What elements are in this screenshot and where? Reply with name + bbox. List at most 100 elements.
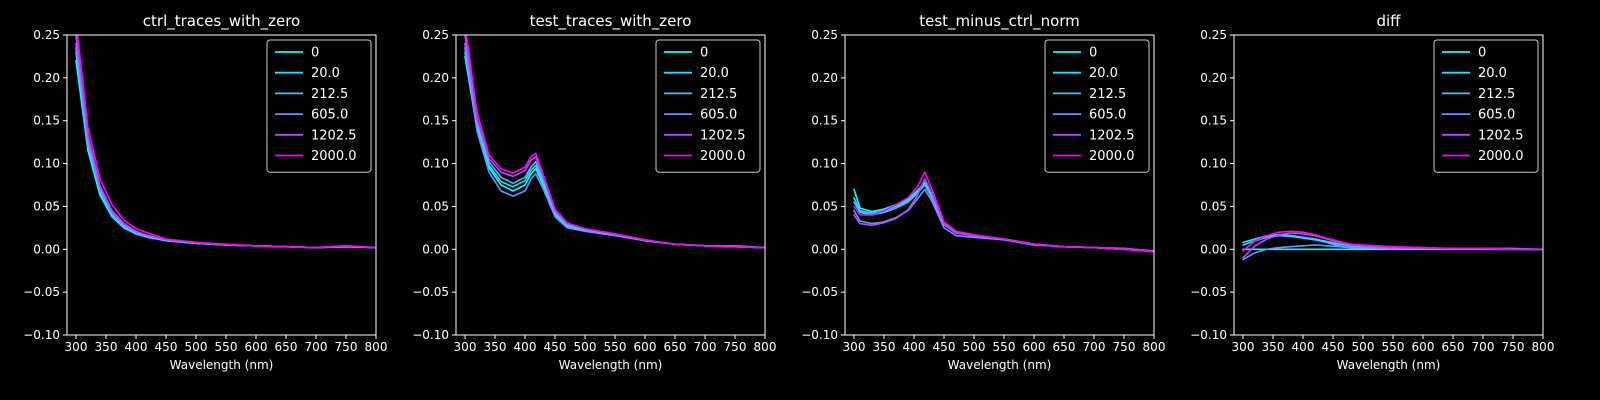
y-tick-label: 0.20 bbox=[422, 71, 449, 85]
series-line-6 bbox=[853, 171, 1154, 253]
y-tick-label: −0.05 bbox=[23, 285, 60, 299]
x-tick-label: 750 bbox=[1113, 340, 1136, 354]
y-tick-label: −0.10 bbox=[412, 328, 449, 342]
legend-label-3: 212.5 bbox=[311, 87, 348, 102]
legend-label-6: 2000.0 bbox=[700, 149, 746, 164]
legend-label-6: 2000.0 bbox=[311, 149, 357, 164]
x-tick-label: 400 bbox=[125, 340, 148, 354]
x-tick-label: 400 bbox=[1292, 340, 1315, 354]
axes-frame bbox=[455, 34, 766, 336]
x-tick-label: 600 bbox=[1023, 340, 1046, 354]
y-tick-label: 0.15 bbox=[33, 114, 60, 128]
legend: 0 20.0 212.5 605.0 1202.5 2000.0 bbox=[1044, 39, 1150, 173]
y-tick-label: 0.00 bbox=[1200, 242, 1227, 256]
x-tick-label: 800 bbox=[1532, 340, 1555, 354]
x-tick-label: 650 bbox=[1053, 340, 1076, 354]
y-tick-label: −0.10 bbox=[801, 328, 838, 342]
x-tick-label: 350 bbox=[1262, 340, 1285, 354]
y-tick-label: 0.20 bbox=[1200, 71, 1227, 85]
x-tick-label: 300 bbox=[1232, 340, 1255, 354]
y-tick-label: −0.10 bbox=[1190, 328, 1227, 342]
y-tick-label: 0.15 bbox=[811, 114, 838, 128]
axes-frame bbox=[1233, 34, 1544, 336]
series-line-6 bbox=[465, 35, 765, 249]
legend-label-1: 0 bbox=[311, 46, 319, 61]
y-tick-label: −0.05 bbox=[1190, 285, 1227, 299]
legend-label-1: 0 bbox=[700, 46, 708, 61]
legend-label-3: 212.5 bbox=[1478, 87, 1515, 102]
y-tick-label: 0.10 bbox=[33, 157, 60, 171]
series-group bbox=[464, 35, 765, 249]
x-tick-label: 350 bbox=[484, 340, 507, 354]
x-tick-label: 550 bbox=[993, 340, 1016, 354]
x-tick-label: 450 bbox=[1322, 340, 1345, 354]
x-tick-label: 450 bbox=[155, 340, 178, 354]
x-tick-label: 400 bbox=[514, 340, 537, 354]
chart-panel-3: test_minus_ctrl_norm 300 350 400 450 500 550 60… bbox=[801, 12, 1165, 372]
x-tick-label: 750 bbox=[724, 340, 747, 354]
x-tick-label: 350 bbox=[95, 340, 118, 354]
legend-label-2: 20.0 bbox=[1478, 66, 1507, 81]
x-tick-label: 750 bbox=[1502, 340, 1525, 354]
legend-label-4: 605.0 bbox=[1089, 108, 1126, 123]
legend-label-6: 2000.0 bbox=[1478, 149, 1524, 164]
y-tick-label: −0.05 bbox=[801, 285, 838, 299]
y-tick-label: 0.00 bbox=[811, 242, 838, 256]
y-tick-label: 0.05 bbox=[1200, 199, 1227, 213]
x-tick-label: 700 bbox=[1472, 340, 1495, 354]
x-tick-label: 450 bbox=[544, 340, 567, 354]
y-tick-label: 0.15 bbox=[1200, 114, 1227, 128]
y-tick-label: 0.20 bbox=[811, 71, 838, 85]
series-line-6 bbox=[1242, 230, 1543, 252]
series-line-6 bbox=[76, 35, 376, 249]
x-tick-label: 700 bbox=[694, 340, 717, 354]
chart-title: test_minus_ctrl_norm bbox=[919, 12, 1080, 31]
chart-title: test_traces_with_zero bbox=[530, 12, 692, 31]
series-group bbox=[75, 35, 376, 249]
axes-frame bbox=[66, 34, 377, 336]
x-tick-label: 300 bbox=[454, 340, 477, 354]
x-tick-label: 450 bbox=[933, 340, 956, 354]
legend-label-3: 212.5 bbox=[700, 87, 737, 102]
y-tick-label: 0.20 bbox=[33, 71, 60, 85]
x-axis-label: Wavelength (nm) bbox=[559, 358, 663, 372]
legend-label-4: 605.0 bbox=[700, 108, 737, 123]
x-tick-label: 300 bbox=[65, 340, 88, 354]
x-tick-label: 700 bbox=[1083, 340, 1106, 354]
x-tick-label: 350 bbox=[873, 340, 896, 354]
x-tick-label: 550 bbox=[604, 340, 627, 354]
y-tick-label: 0.25 bbox=[1200, 28, 1227, 42]
legend-label-2: 20.0 bbox=[700, 66, 729, 81]
legend-label-3: 212.5 bbox=[1089, 87, 1126, 102]
legend-label-1: 0 bbox=[1089, 46, 1097, 61]
chart-panel-2: test_traces_with_zero 300 350 400 450 500 550 6… bbox=[412, 12, 776, 372]
legend: 0 20.0 212.5 605.0 1202.5 2000.0 bbox=[655, 39, 761, 173]
series-group bbox=[853, 171, 1154, 253]
y-tick-label: 0.10 bbox=[422, 157, 449, 171]
legend-label-5: 1202.5 bbox=[700, 128, 746, 143]
y-tick-label: −0.10 bbox=[23, 328, 60, 342]
y-tick-label: 0.25 bbox=[422, 28, 449, 42]
legend-label-1: 0 bbox=[1478, 46, 1486, 61]
x-tick-label: 800 bbox=[365, 340, 388, 354]
x-tick-label: 750 bbox=[335, 340, 358, 354]
legend-label-5: 1202.5 bbox=[1089, 128, 1135, 143]
legend-label-4: 605.0 bbox=[311, 108, 348, 123]
legend-label-5: 1202.5 bbox=[1478, 128, 1524, 143]
legend-label-6: 2000.0 bbox=[1089, 149, 1135, 164]
x-tick-label: 500 bbox=[185, 340, 208, 354]
y-tick-label: 0.25 bbox=[811, 28, 838, 42]
x-tick-label: 500 bbox=[574, 340, 597, 354]
y-tick-label: 0.05 bbox=[422, 199, 449, 213]
x-tick-label: 550 bbox=[1382, 340, 1405, 354]
x-tick-label: 650 bbox=[275, 340, 298, 354]
x-tick-label: 800 bbox=[1143, 340, 1166, 354]
y-tick-label: 0.10 bbox=[1200, 157, 1227, 171]
chart-panel-4: diff 300 350 400 450 500 550 600 650 700 750 800 −0.… bbox=[1190, 12, 1554, 372]
legend: 0 20.0 212.5 605.0 1202.5 2000.0 bbox=[266, 39, 372, 173]
y-tick-label: 0.15 bbox=[422, 114, 449, 128]
x-axis-label: Wavelength (nm) bbox=[948, 358, 1052, 372]
x-tick-label: 650 bbox=[1442, 340, 1465, 354]
chart-panel-1: ctrl_traces_with_zero 300 350 400 450 500 550 6… bbox=[23, 12, 387, 372]
